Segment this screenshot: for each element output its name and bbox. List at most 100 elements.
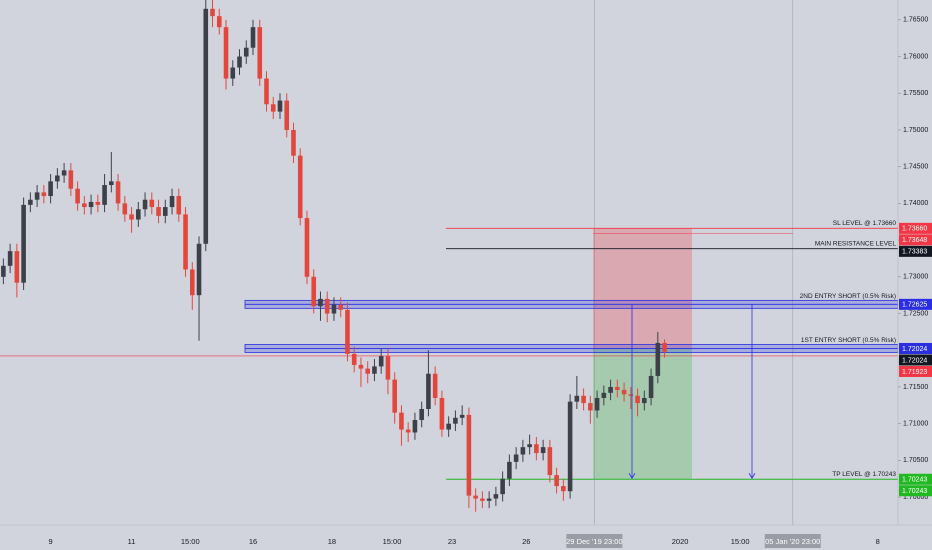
- x-tick-label: 05 Jan '20 23:00: [765, 537, 820, 546]
- candle-body: [324, 298, 330, 314]
- candle-body: [264, 78, 269, 105]
- candle-body: [61, 170, 67, 176]
- price-label-box: [899, 485, 932, 497]
- y-tick-label: 1.71000: [903, 421, 928, 428]
- candle-body: [250, 27, 256, 48]
- candle-body: [392, 379, 397, 413]
- candle-body: [297, 155, 303, 219]
- candle-body: [277, 100, 283, 112]
- candle-body: [270, 104, 276, 112]
- price-label: 1.73648: [902, 237, 927, 244]
- risk-zone: [593, 228, 692, 349]
- candle-body: [48, 181, 53, 197]
- price-label: 1.72024: [902, 346, 927, 353]
- reward-zone: [593, 348, 692, 480]
- candle-body: [574, 395, 580, 402]
- candle-body: [183, 214, 188, 270]
- candle-body: [358, 364, 364, 369]
- level-label: MAIN RESISTANCE LEVEL: [815, 240, 897, 247]
- candle-body: [237, 56, 242, 68]
- candle-body: [351, 353, 357, 365]
- candle-body: [459, 414, 465, 418]
- price-label: 1.70243: [902, 477, 927, 484]
- y-tick-label: 1.76000: [903, 53, 928, 60]
- price-label: 1.71923: [902, 369, 927, 376]
- y-tick-label: 1.74000: [903, 200, 928, 207]
- candle-body: [55, 175, 60, 182]
- candle-body: [149, 199, 155, 208]
- candle-body: [507, 461, 512, 479]
- candle-body: [453, 417, 458, 424]
- x-tick-label: 15:00: [383, 537, 402, 546]
- candle-body: [480, 498, 485, 501]
- candle-body: [136, 209, 141, 220]
- candle-body: [655, 342, 661, 376]
- candle-body: [338, 304, 344, 310]
- candle-body: [311, 276, 317, 307]
- candle-body: [426, 373, 431, 409]
- price-label: 1.73383: [902, 249, 927, 256]
- candle-body: [547, 447, 553, 476]
- candle-body: [189, 269, 195, 296]
- y-tick-label: 1.75000: [903, 127, 928, 134]
- candle-body: [648, 375, 654, 398]
- price-label-box: [899, 473, 932, 485]
- level-label: 2ND ENTRY SHORT (0.5% Risk): [800, 293, 896, 300]
- candle-body: [432, 373, 438, 398]
- candle-body: [561, 486, 566, 492]
- candle-body: [210, 8, 215, 17]
- x-tick-label: 9: [49, 537, 53, 546]
- candle-body: [621, 389, 627, 395]
- price-label: 1.72024: [902, 357, 927, 364]
- candle-body: [500, 478, 505, 495]
- candle-body: [493, 494, 499, 499]
- x-tick-label: 29 Dec '19 23:00: [566, 537, 622, 546]
- candle-body: [102, 185, 107, 205]
- candle-body: [608, 386, 613, 393]
- candle-body: [473, 495, 478, 499]
- candle-body: [372, 366, 377, 374]
- x-tick-label: 26: [522, 537, 530, 546]
- price-label-box: [899, 365, 932, 377]
- candle-body: [122, 203, 128, 215]
- candle-body: [129, 214, 134, 220]
- candle-body: [88, 201, 94, 208]
- level-label: SL LEVEL @ 1.73660: [833, 220, 897, 227]
- price-label: 1.72625: [902, 302, 927, 309]
- candle-body: [588, 403, 593, 411]
- candle-body: [594, 397, 600, 411]
- candle-body: [41, 192, 47, 197]
- candle-body: [291, 129, 296, 156]
- candle-body: [520, 447, 526, 455]
- arrow-head: [628, 473, 636, 480]
- candle-body: [75, 188, 80, 204]
- candle-body: [216, 16, 222, 28]
- candle-body: [385, 356, 391, 380]
- candle-body: [169, 196, 175, 208]
- candle-body: [378, 356, 384, 367]
- candle-body: [486, 498, 492, 501]
- x-tick-label: 15:00: [731, 537, 750, 546]
- x-tick-label: 11: [128, 537, 136, 546]
- candle-body: [318, 298, 323, 307]
- candle-body: [554, 475, 559, 487]
- candle-body: [156, 207, 161, 216]
- candle-body: [115, 181, 121, 204]
- candle-body: [615, 386, 620, 390]
- candle-body: [412, 420, 418, 433]
- price-label-box: [899, 222, 932, 234]
- candle-body: [82, 203, 87, 208]
- y-tick-label: 1.73000: [903, 274, 928, 281]
- candle-body: [230, 67, 236, 79]
- candle-body: [662, 342, 667, 352]
- candle-body: [162, 207, 168, 216]
- candle-body: [534, 444, 539, 454]
- candle-body: [439, 397, 445, 430]
- candle-body: [345, 309, 350, 354]
- x-tick-label: 15:00: [181, 537, 200, 546]
- candle-body: [365, 368, 371, 374]
- candle-body: [14, 251, 20, 283]
- candle-body: [203, 8, 209, 244]
- candle-body: [28, 199, 33, 205]
- candle-body: [581, 395, 586, 404]
